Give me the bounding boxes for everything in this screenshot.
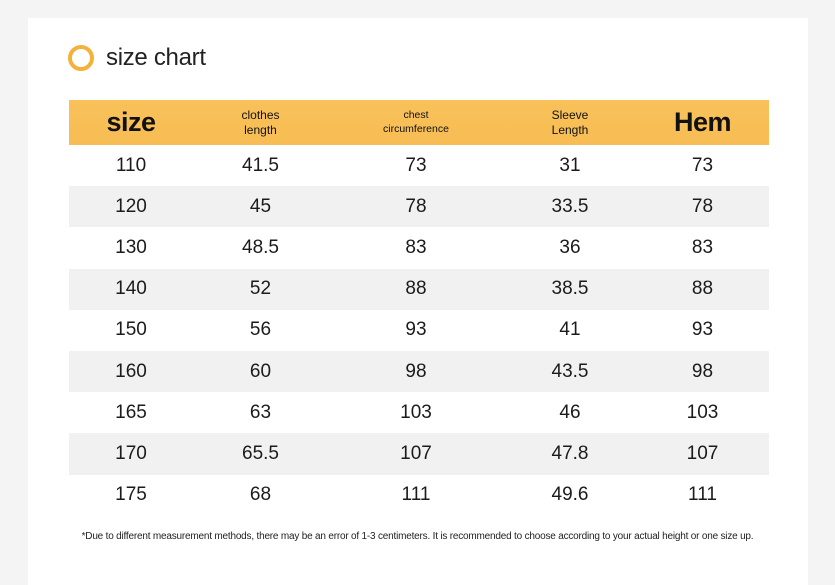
header-sleeve-length: Sleeve Length <box>504 100 636 145</box>
cell-chest: 98 <box>405 360 427 382</box>
cell-sleeve-length: 43.5 <box>551 360 589 382</box>
cell-chest: 93 <box>405 319 427 341</box>
cell-size: 120 <box>115 195 147 217</box>
table-body: 110 41.5 73 31 73 120 45 78 33.5 78 130 48.5 83 36 83 1… <box>69 145 769 516</box>
cell-clothes-length: 48.5 <box>242 236 279 258</box>
cell-size: 165 <box>115 401 147 423</box>
table-row: 165 63 103 46 103 <box>69 392 769 433</box>
cell-size: 130 <box>115 236 147 258</box>
cell-hem: 103 <box>686 401 719 423</box>
circle-icon <box>68 45 94 71</box>
page-title: size chart <box>106 44 206 71</box>
cell-clothes-length: 56 <box>249 319 272 341</box>
cell-hem: 83 <box>691 236 714 258</box>
cell-chest: 78 <box>405 195 427 217</box>
table-row: 170 65.5 107 47.8 107 <box>69 433 769 475</box>
table-row: 120 45 78 33.5 78 <box>69 186 769 228</box>
table-row: 110 41.5 73 31 73 <box>69 145 769 186</box>
cell-hem: 111 <box>688 484 717 506</box>
cell-sleeve-length: 33.5 <box>551 195 589 217</box>
cell-hem: 78 <box>691 195 714 217</box>
cell-chest: 83 <box>405 236 427 258</box>
cell-chest: 88 <box>405 278 427 300</box>
header-chest-circumference: chest circumference <box>328 100 504 145</box>
cell-chest: 103 <box>400 401 432 423</box>
cell-size: 175 <box>115 484 147 506</box>
cell-size: 160 <box>115 360 147 382</box>
header-size: size <box>69 100 193 145</box>
table-row: 175 68 111 49.6 111 <box>69 475 769 516</box>
header-chest-line2: circumference <box>383 122 449 135</box>
cell-sleeve-length: 47.8 <box>551 442 589 464</box>
table-header-row: size clothes length chest circumference … <box>69 100 769 145</box>
cell-sleeve-length: 46 <box>559 401 581 423</box>
table-row: 150 56 93 41 93 <box>69 310 769 351</box>
size-table: size clothes length chest circumference … <box>69 100 769 516</box>
cell-clothes-length: 45 <box>249 195 272 217</box>
cell-chest: 111 <box>401 484 431 506</box>
header-sleeve-line2: Length <box>551 122 589 137</box>
cell-chest: 73 <box>405 154 427 176</box>
header-clothes-length: clothes length <box>193 100 328 145</box>
cell-sleeve-length: 41 <box>559 319 581 341</box>
cell-sleeve-length: 31 <box>559 154 581 176</box>
cell-clothes-length: 60 <box>249 360 272 382</box>
header-size-label: size <box>106 106 156 137</box>
cell-hem: 107 <box>686 442 719 464</box>
cell-size: 140 <box>115 278 147 300</box>
cell-clothes-length: 63 <box>249 401 272 423</box>
header-sleeve-line1: Sleeve <box>551 107 589 122</box>
title-row: size chart <box>68 44 206 72</box>
header-chest-line1: chest <box>403 109 429 122</box>
cell-clothes-length: 65.5 <box>242 442 279 464</box>
cell-sleeve-length: 36 <box>559 236 581 258</box>
cell-hem: 73 <box>691 154 714 176</box>
cell-chest: 107 <box>400 442 432 464</box>
cell-size: 150 <box>115 319 147 341</box>
measurement-note: *Due to different measurement methods, t… <box>81 531 754 542</box>
cell-clothes-length: 52 <box>249 278 272 300</box>
cell-clothes-length: 68 <box>249 484 272 506</box>
size-chart-card: size chart size clothes length chest cir… <box>28 18 808 585</box>
header-clothes-length-line1: clothes <box>241 107 280 122</box>
header-hem-label: Hem <box>673 106 732 137</box>
cell-sleeve-length: 49.6 <box>551 484 589 506</box>
header-clothes-length-line2: length <box>244 122 277 137</box>
cell-size: 110 <box>115 154 147 176</box>
header-hem: Hem <box>636 100 769 145</box>
cell-hem: 93 <box>691 319 714 341</box>
table-row: 130 48.5 83 36 83 <box>69 227 769 268</box>
cell-sleeve-length: 38.5 <box>551 278 589 300</box>
table-row: 140 52 88 38.5 88 <box>69 268 769 310</box>
table-row: 160 60 98 43.5 98 <box>69 350 769 393</box>
cell-size: 170 <box>115 442 147 464</box>
cell-hem: 98 <box>691 360 714 382</box>
cell-clothes-length: 41.5 <box>242 154 279 176</box>
cell-hem: 88 <box>691 278 714 300</box>
